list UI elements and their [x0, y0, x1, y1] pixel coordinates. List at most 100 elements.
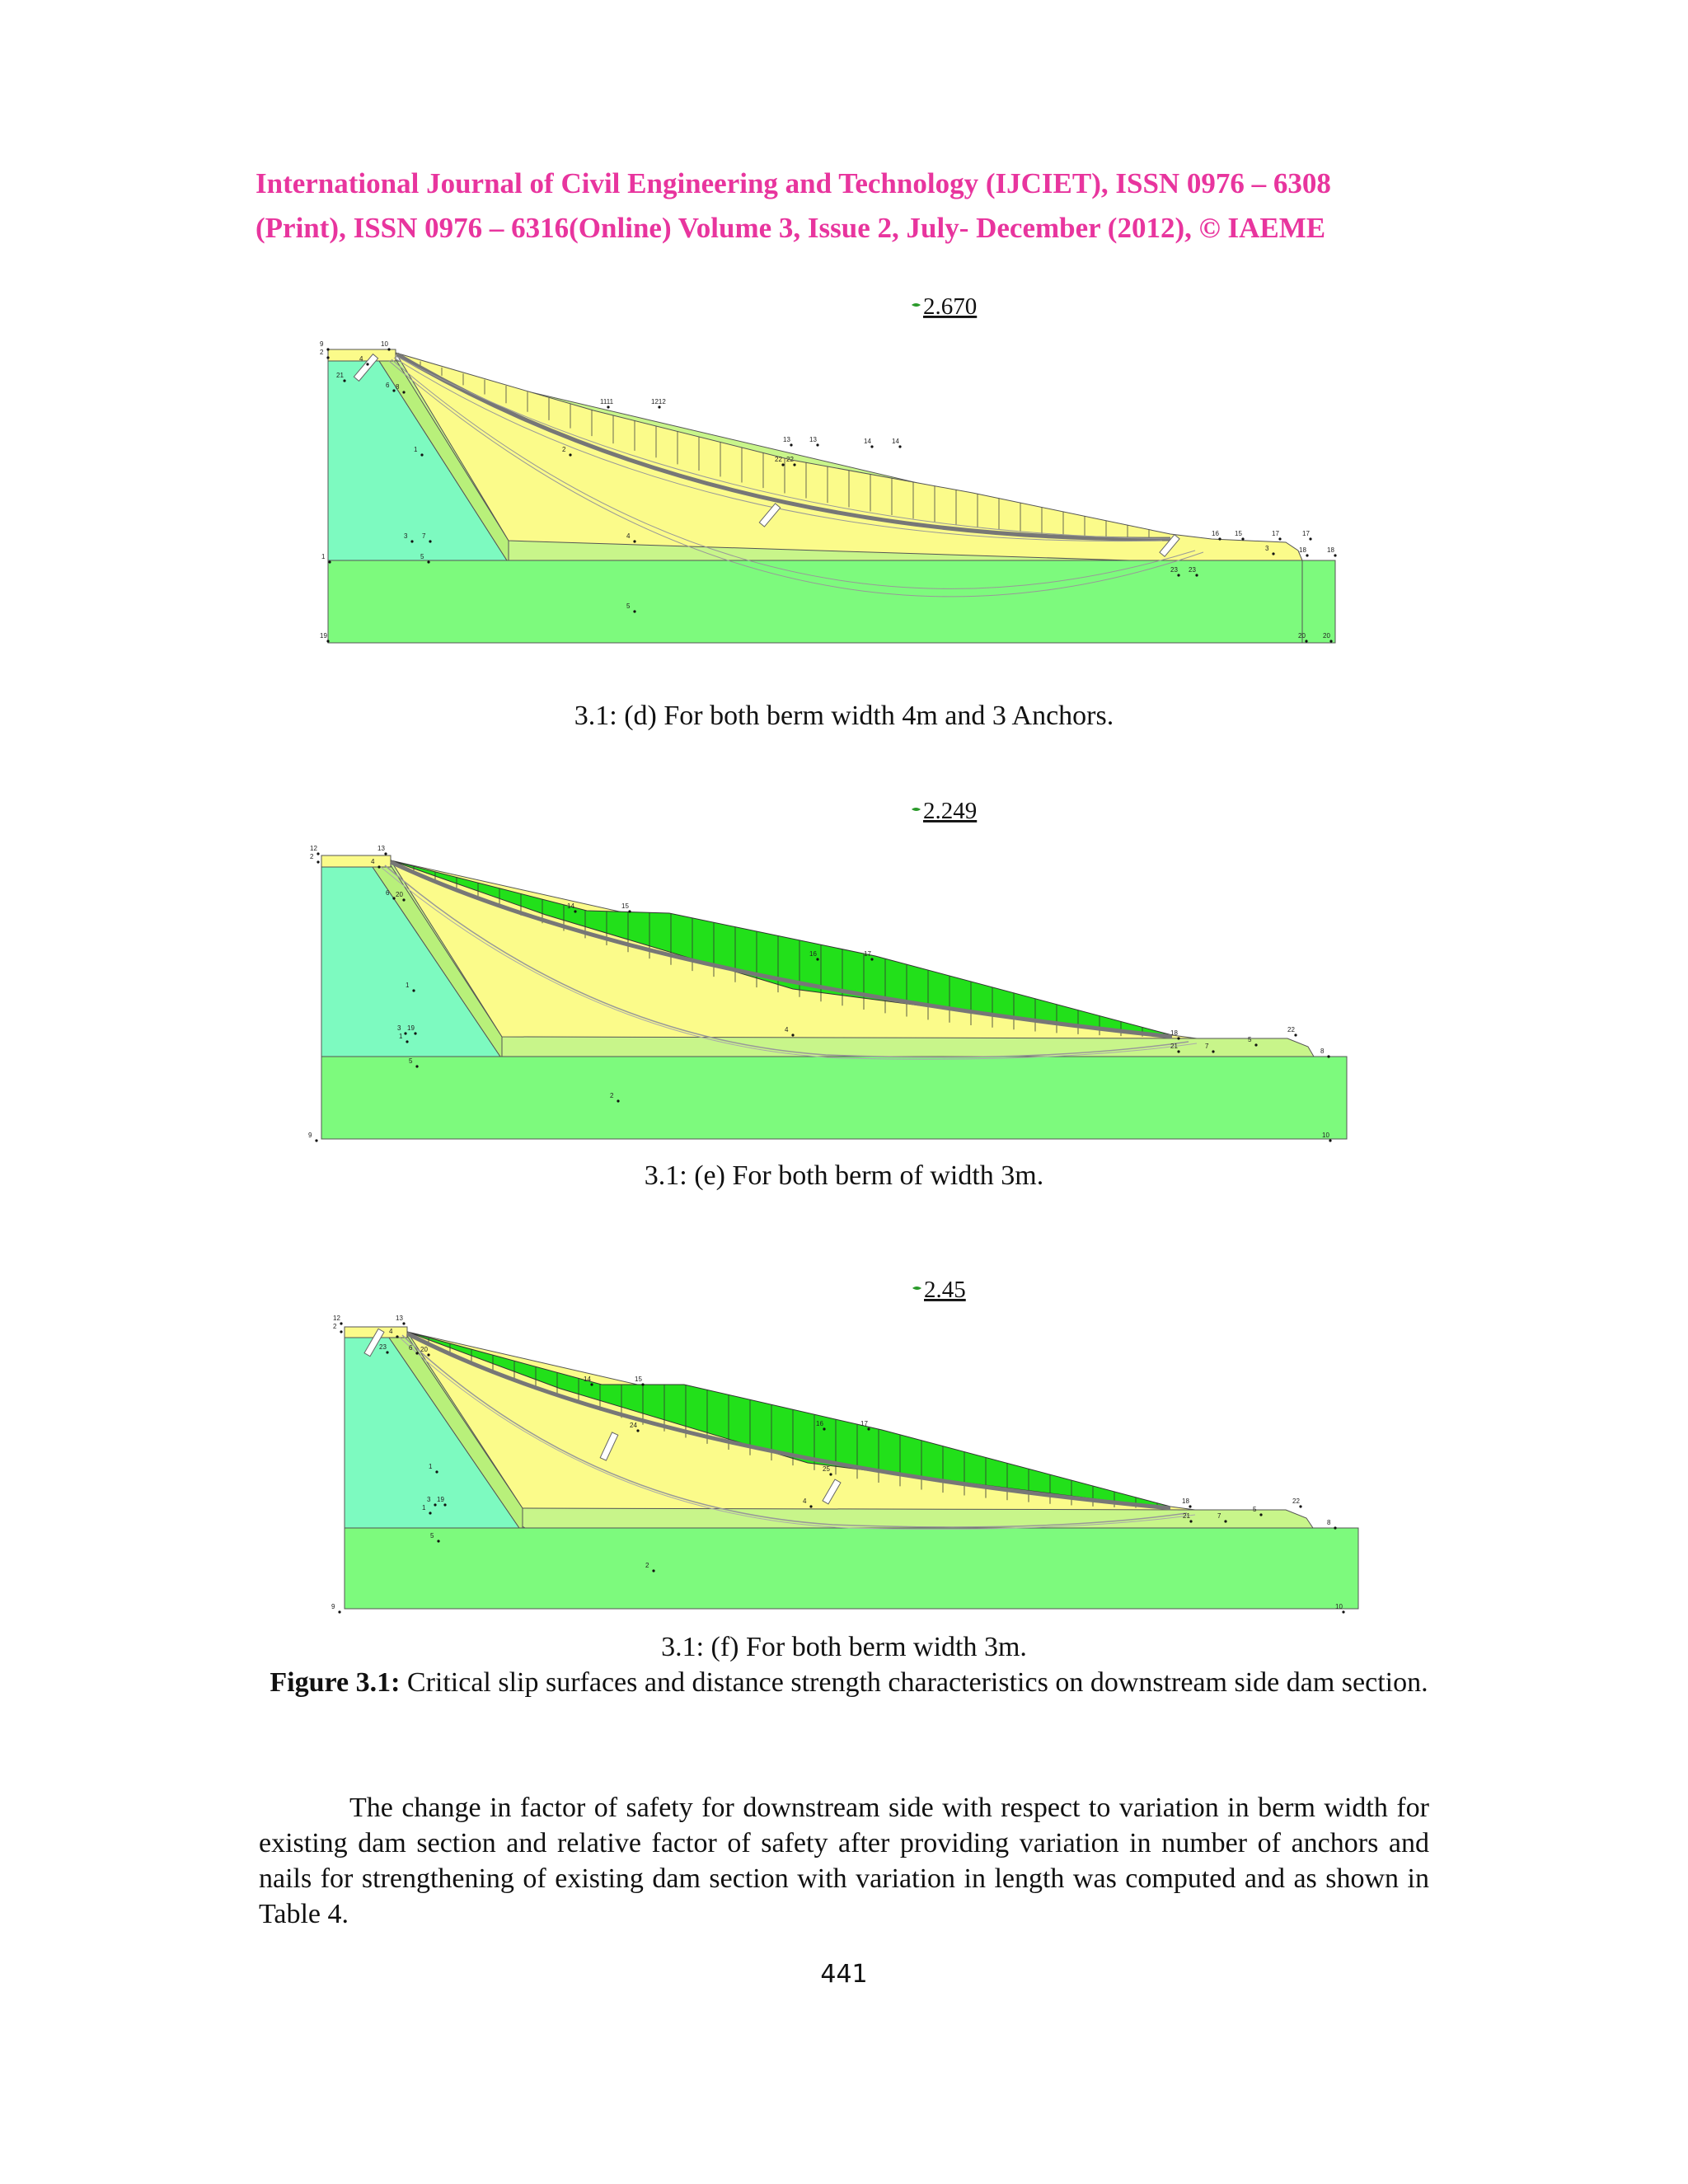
point-marker [415, 1065, 419, 1068]
point-marker [1327, 1055, 1330, 1058]
point-label: 4 [371, 858, 375, 865]
point-marker [790, 443, 793, 447]
point-label: 2 [610, 1092, 614, 1099]
point-label: 14 [584, 1376, 591, 1383]
point-label: 17 [1272, 530, 1279, 537]
critical-slip-surface [396, 352, 1171, 541]
crest [327, 349, 396, 362]
point-marker [435, 1470, 438, 1474]
point-label: 21 [336, 372, 344, 379]
point-marker [392, 389, 396, 392]
point-marker [326, 348, 330, 351]
point-marker [1254, 1043, 1258, 1047]
point-label: 22 [775, 456, 782, 463]
point-label: 13 [809, 436, 817, 443]
point-marker [617, 1099, 620, 1103]
point-label: 22 [1292, 1497, 1300, 1505]
crest [321, 855, 392, 868]
point-marker [340, 1322, 343, 1325]
point-label: 13 [377, 845, 385, 852]
point-label: 8 [396, 383, 400, 391]
foundation-layer [321, 1056, 1348, 1140]
point-marker [1342, 1610, 1345, 1614]
point-label: 5 [409, 1057, 413, 1065]
point-marker [402, 391, 406, 394]
point-marker [1278, 537, 1282, 541]
point-label: 9 [331, 1603, 335, 1610]
point-marker [429, 540, 432, 543]
figure-caption-text: Critical slip surfaces and distance stre… [406, 1667, 1428, 1698]
point-label: 12 [310, 845, 317, 852]
point-label: 5 [1253, 1506, 1257, 1513]
point-label: 4 [359, 355, 363, 363]
point-label: 20 [396, 891, 403, 898]
point-marker [574, 910, 577, 913]
point-label: 3 [427, 1496, 431, 1503]
point-marker [1334, 554, 1337, 557]
point-marker [793, 463, 796, 466]
journal-header: International Journal of Civil Engineeri… [256, 162, 1442, 251]
point-marker [633, 610, 636, 613]
point-label: 1111 [600, 398, 614, 405]
point-marker [1299, 1505, 1302, 1508]
point-label: 17 [860, 1420, 868, 1427]
point-marker [816, 443, 819, 447]
point-label: 23 [379, 1343, 387, 1351]
point-marker [1259, 1513, 1263, 1516]
point-label: 8 [1320, 1047, 1325, 1055]
point-marker [658, 405, 661, 409]
point-label: 5 [430, 1532, 434, 1540]
point-marker [1218, 537, 1221, 541]
point-label: 25 [823, 1465, 830, 1473]
point-marker [628, 910, 631, 913]
point-marker [1241, 537, 1245, 541]
point-marker [384, 852, 387, 855]
point-marker [1294, 1033, 1297, 1037]
point-label: 1 [422, 1504, 426, 1511]
point-marker [1224, 1520, 1227, 1523]
point-label: 23 [1170, 566, 1178, 574]
downstream-shell [394, 352, 1303, 561]
point-marker [1177, 1037, 1180, 1040]
point-marker [338, 1610, 341, 1614]
point-marker [316, 860, 320, 864]
fos-marker: 2.45 [912, 1277, 966, 1303]
point-marker [652, 1569, 655, 1572]
point-marker [823, 1427, 826, 1431]
point-marker [898, 445, 902, 448]
point-label: 19 [437, 1496, 444, 1503]
point-marker [396, 1335, 399, 1338]
critical-slip-surface [389, 860, 1173, 1039]
point-marker [867, 1427, 870, 1431]
point-marker [1272, 552, 1275, 555]
point-marker [816, 958, 819, 961]
point-marker [427, 1353, 430, 1357]
point-label: 2 [333, 1323, 337, 1330]
anchor [353, 353, 379, 382]
point-label: 22 [786, 456, 794, 463]
point-marker [636, 1429, 640, 1432]
point-marker [410, 540, 414, 543]
point-label: 5 [626, 602, 631, 610]
header-line-2: (Print), ISSN 0976 – 6316(Online) Volume… [256, 212, 1326, 244]
point-marker [809, 1505, 813, 1508]
foundation-layer [327, 560, 1336, 644]
subfigure-caption-e: 3.1: (e) For both berm of width 3m. [644, 1160, 1044, 1191]
point-marker [328, 560, 331, 564]
nail [363, 1328, 385, 1357]
point-label: 10 [1335, 1603, 1343, 1610]
point-marker [590, 1383, 593, 1386]
point-marker [1189, 1505, 1192, 1508]
point-label: 1 [321, 553, 326, 560]
point-label: 17 [1302, 530, 1310, 537]
point-marker [427, 560, 430, 564]
point-marker [1177, 574, 1180, 577]
point-marker [316, 852, 320, 855]
point-marker [633, 540, 636, 543]
point-label: 20 [1323, 632, 1330, 640]
point-marker [343, 379, 346, 382]
point-label: 15 [621, 902, 629, 910]
point-label: 9 [320, 340, 324, 348]
